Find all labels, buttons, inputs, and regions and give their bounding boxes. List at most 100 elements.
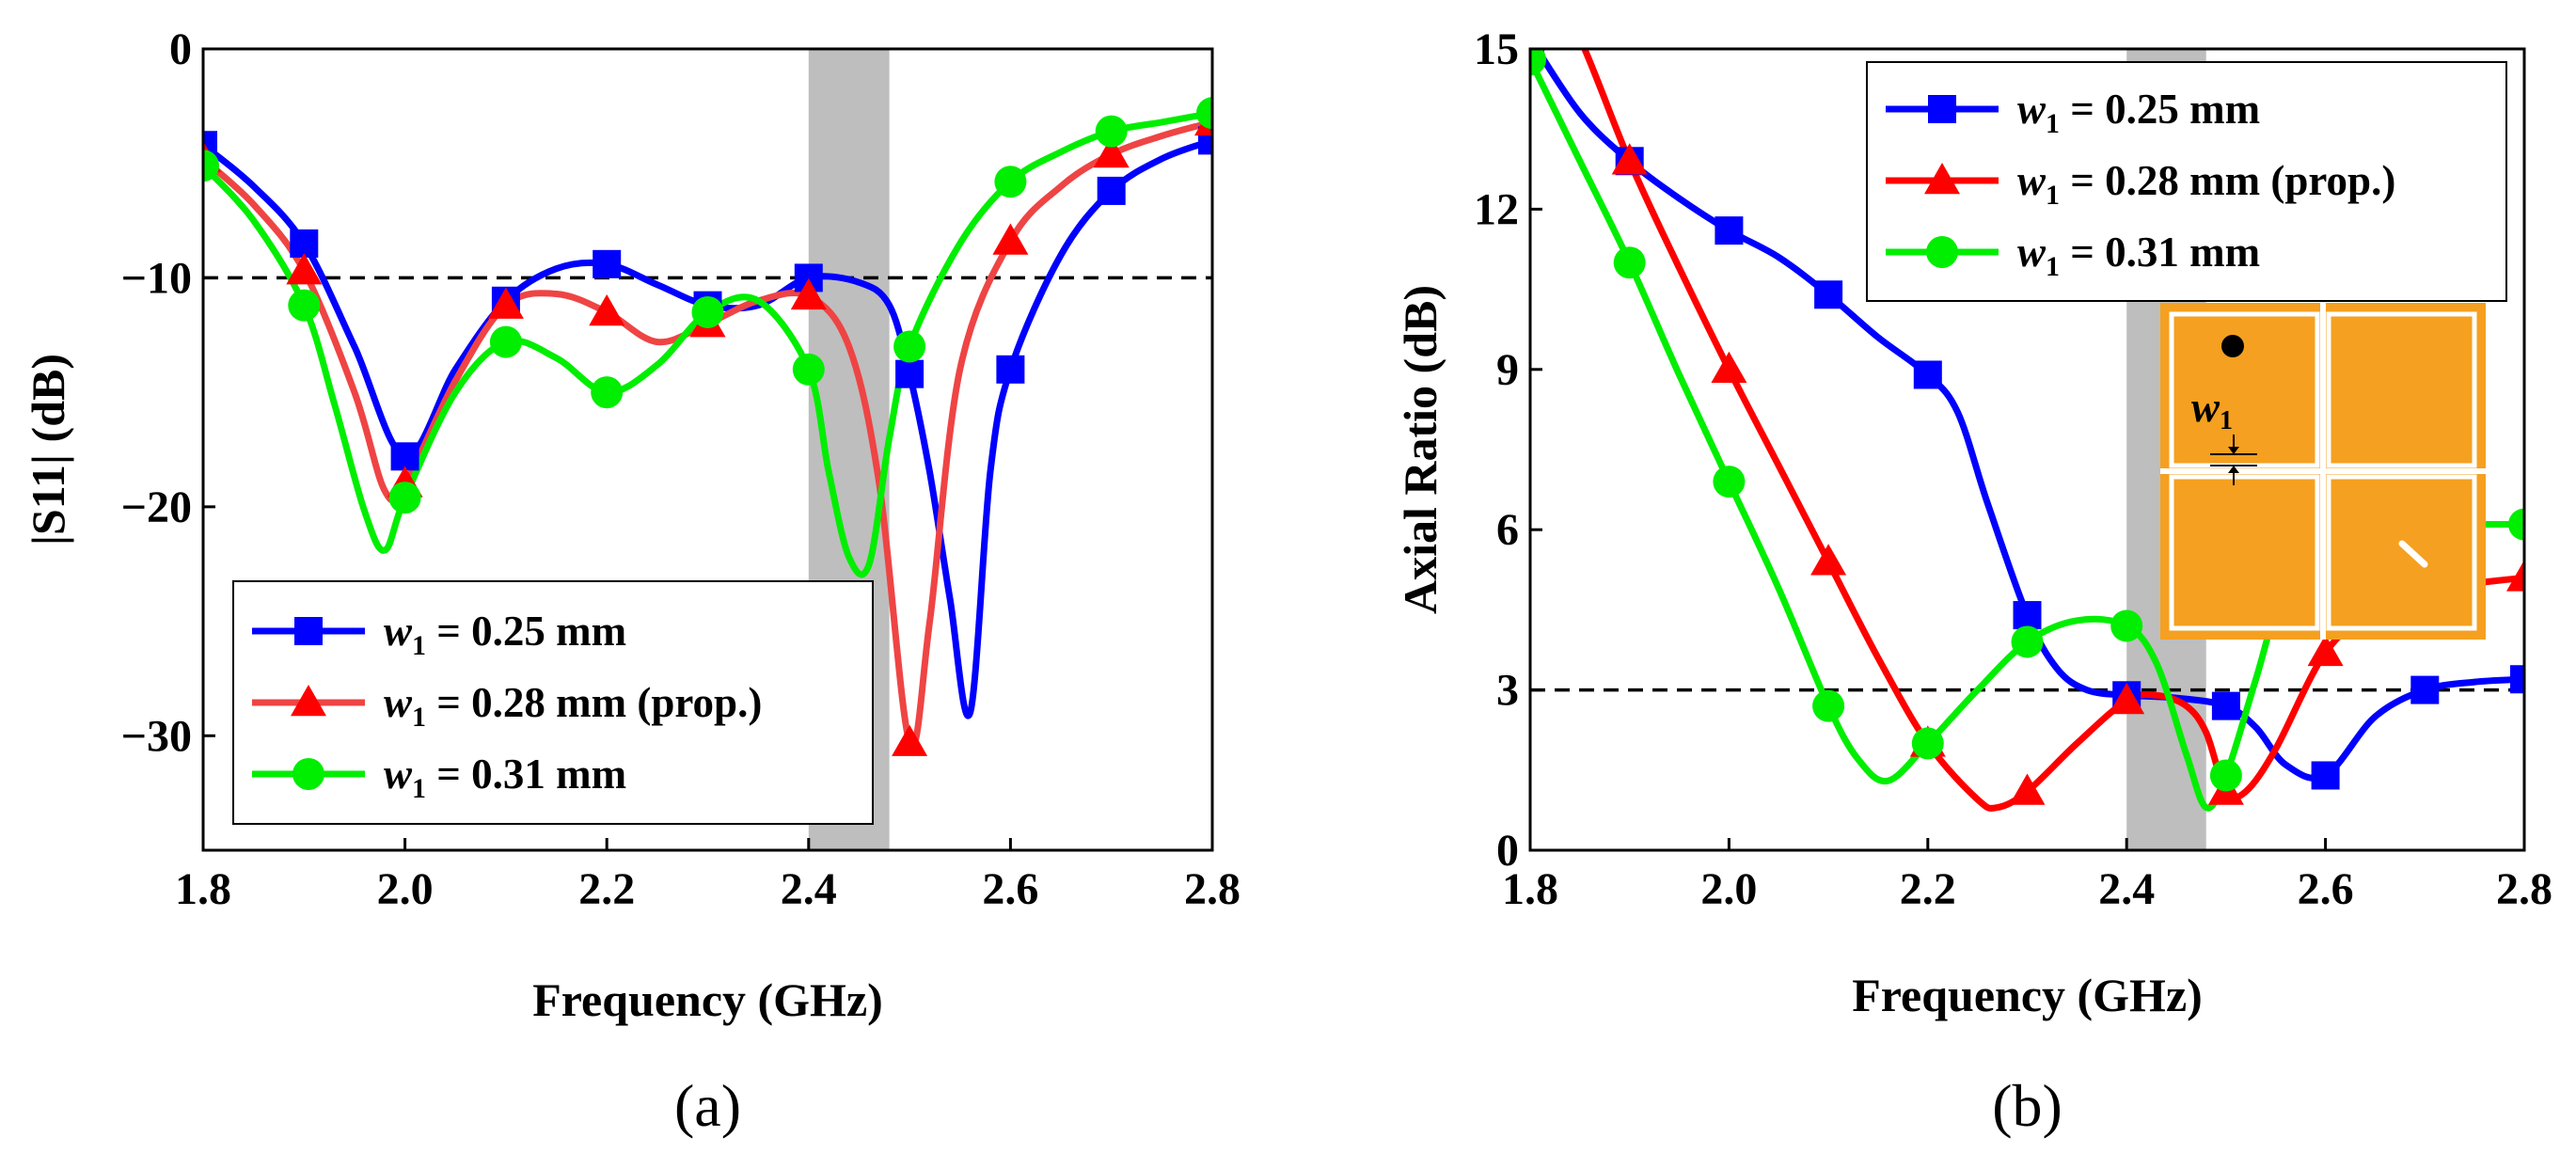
data-point-s2 [892, 724, 928, 756]
x-tick-label: 2.8 [1184, 864, 1241, 914]
legend-subscript: 1 [2046, 251, 2060, 282]
data-point-s1 [2410, 675, 2440, 704]
inset-patch-4 [2344, 492, 2459, 613]
data-point-s1 [2510, 665, 2524, 694]
data-point-s1 [2311, 761, 2340, 790]
data-point-s2 [1093, 135, 1130, 168]
data-point-s3 [2110, 609, 2143, 642]
data-point-s3 [1530, 49, 1546, 76]
x-tick-label: 2.4 [781, 864, 837, 914]
legend-entry-3: w1 = 0.31 mm [384, 751, 626, 804]
data-point-s3 [1812, 689, 1845, 722]
legend-subscript: 1 [2046, 180, 2060, 211]
inset-patch-2 [2344, 329, 2459, 451]
series-line-2 [203, 119, 1212, 751]
legend-subscript: 1 [2046, 108, 2060, 139]
data-point-s2 [790, 277, 827, 310]
x-tick-label: 2.0 [377, 864, 434, 914]
data-point-s3 [1713, 466, 1746, 498]
data-point-s2 [2009, 773, 2046, 805]
data-point-s1 [290, 229, 319, 258]
data-point-s1 [593, 249, 622, 278]
x-tick-label: 2.8 [2496, 864, 2552, 914]
series-line-3 [203, 109, 1212, 578]
y-tick-label: 0 [169, 24, 192, 74]
legend-rest: = 0.31 mm [426, 751, 626, 798]
data-point-s1 [2013, 601, 2042, 630]
data-point-s2 [2307, 634, 2344, 667]
data-point-s3 [2508, 508, 2524, 541]
data-point-s3 [1196, 97, 1212, 130]
x-axis-title: Frequency (GHz) [532, 973, 883, 1026]
data-point-s2 [1810, 544, 1847, 576]
inset-w1-subscript: 1 [2220, 406, 2233, 435]
y-axis-title: Axial Ratio (dB) [1394, 285, 1446, 614]
legend-rest: = 0.28 mm (prop.) [2060, 157, 2395, 204]
legend-marker-1 [294, 617, 323, 645]
y-tick-label: 0 [1496, 826, 1519, 876]
panel-b-axial-ratio-chart: 1.8 2.0 2.2 2.4 2.6 2.8 0 3 6 9 12 15 Frequency (GHz… [1394, 24, 2552, 1139]
inset-w1-symbol: w [2191, 384, 2220, 431]
data-point-s1 [1097, 176, 1126, 205]
x-axis-title: Frequency (GHz) [1852, 969, 2203, 1021]
x-tick-label: 2.6 [982, 864, 1038, 914]
feed-point-icon [2221, 335, 2244, 357]
antenna-inset: w1 [2160, 303, 2486, 640]
y-tick-label: 3 [1496, 666, 1519, 716]
data-point-s2 [487, 287, 524, 319]
x-tick-label: 2.2 [578, 864, 635, 914]
data-point-s3 [994, 166, 1027, 198]
data-point-s2 [286, 253, 323, 285]
legend-rest: = 0.25 mm [426, 608, 626, 655]
legend-rest: = 0.31 mm [2060, 229, 2260, 276]
data-point-s3 [1095, 115, 1128, 148]
y-tick-label: −10 [121, 253, 192, 303]
legend-marker-3 [1926, 236, 1958, 268]
panel-label: (b) [1992, 1072, 2062, 1139]
legend-entry-3: w1 = 0.31 mm [2017, 229, 2260, 282]
x-tick-label: 2.4 [2098, 864, 2155, 914]
legend-marker-3 [292, 758, 324, 790]
data-point-s3 [2209, 759, 2242, 792]
data-point-s2 [2109, 682, 2145, 715]
legend-marker-2 [291, 685, 326, 717]
plot-frame [1528, 47, 2526, 852]
diagonal-slot [2398, 540, 2428, 568]
legend-symbol: w [384, 751, 413, 798]
legend-entry-1: w1 = 0.25 mm [2017, 86, 2260, 139]
data-point-s2 [2506, 560, 2524, 592]
inset-patch-3 [2187, 492, 2302, 613]
data-point-s1 [996, 355, 1025, 384]
data-point-s3 [203, 150, 219, 182]
data-point-s3 [388, 482, 421, 514]
inset-ring-3 [2169, 474, 2320, 631]
plot-area [1530, 49, 2524, 812]
legend-rest: = 0.25 mm [2060, 86, 2260, 133]
inset-label-bg [2184, 376, 2278, 429]
data-point-s1 [895, 359, 925, 388]
inset-ring-4 [2326, 474, 2477, 631]
x-tick-label: 2.2 [1900, 864, 1956, 914]
x-tick-label: 1.8 [1502, 864, 1558, 914]
dimension-arrowhead-up [2228, 466, 2239, 473]
data-point-s1 [2211, 691, 2240, 720]
inset-w1-label: w1 [2191, 384, 2233, 435]
panel-label: (a) [674, 1072, 741, 1139]
x-tick-label: 1.8 [175, 864, 231, 914]
data-point-s3 [1613, 246, 1646, 279]
dimension-arrowhead-down [2228, 447, 2239, 454]
data-point-s1 [1715, 216, 1744, 245]
panel-a-s11-chart: 1.8 2.0 2.2 2.4 2.6 2.8 0 −10 −20 −30 Frequency (G… [22, 24, 1241, 1139]
data-point-s2 [992, 223, 1029, 255]
legend-symbol: w [2017, 157, 2047, 204]
legend-symbol: w [384, 608, 413, 655]
legend-entry-1: w1 = 0.25 mm [384, 608, 626, 661]
data-point-s2 [1711, 351, 1747, 384]
y-axis-title: |S11| (dB) [22, 354, 74, 545]
data-point-s3 [1911, 727, 1944, 760]
legend-symbol: w [2017, 229, 2047, 276]
y-tick-label: −30 [121, 711, 192, 761]
data-point-s3 [489, 325, 522, 358]
data-point-s1 [390, 442, 419, 471]
